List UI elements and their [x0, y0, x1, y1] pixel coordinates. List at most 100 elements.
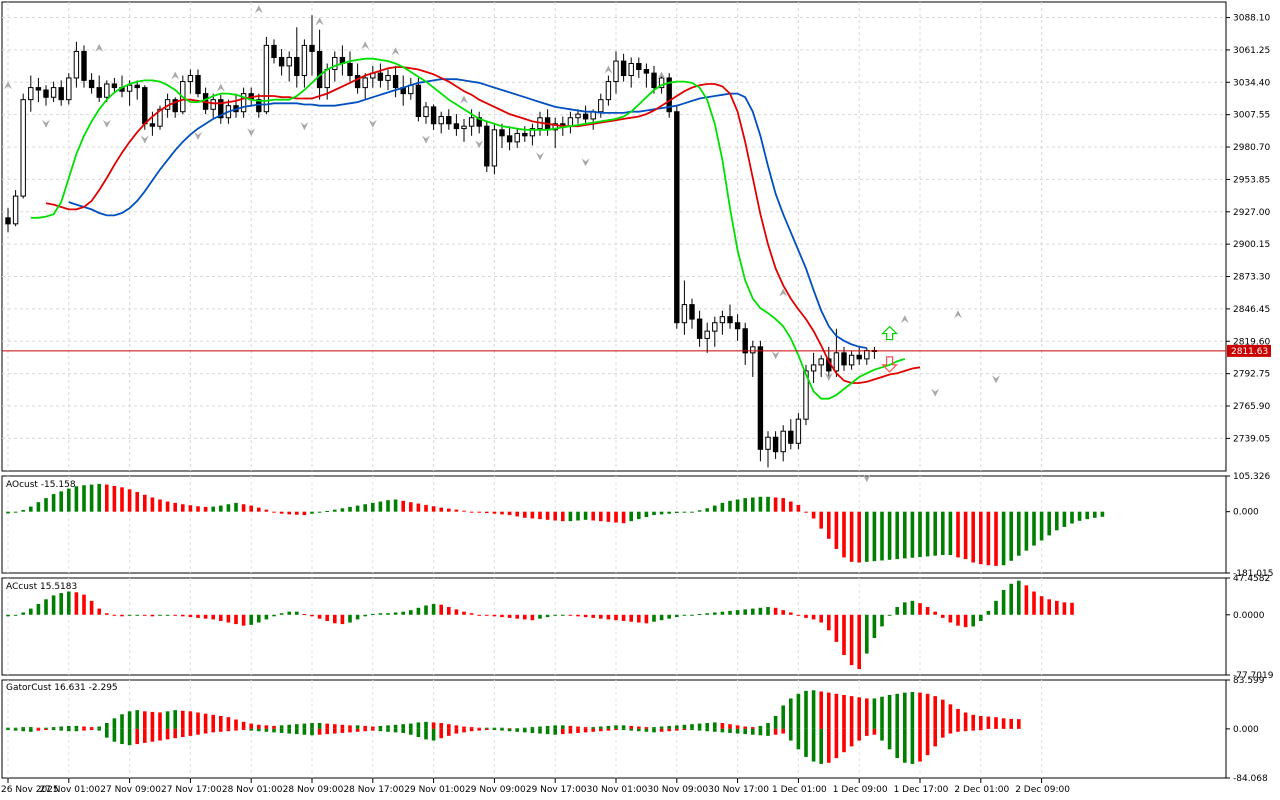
- ao-histogram-bar: [576, 511, 580, 521]
- ac-histogram-bar: [219, 614, 223, 621]
- ac-histogram-bar: [378, 613, 383, 615]
- ao-histogram-bar: [29, 506, 33, 512]
- gator-lower-bar: [804, 728, 808, 757]
- gator-upper-bar: [903, 692, 907, 729]
- fractal-down-marker: [931, 388, 940, 397]
- bear-candle: [788, 430, 794, 444]
- gator-upper-bar: [355, 725, 360, 729]
- fractal-down-marker: [475, 140, 484, 149]
- ac-histogram-bar: [89, 600, 94, 615]
- ac-histogram-bar: [29, 608, 33, 615]
- bull-candle: [66, 77, 72, 101]
- ac-histogram-bar: [6, 614, 10, 617]
- gator-upper-bar: [599, 726, 603, 729]
- gator-lower-bar: [112, 728, 117, 742]
- ao-histogram-bar: [272, 511, 276, 513]
- ao-histogram-bar: [994, 511, 998, 566]
- gator-lower-bar: [371, 728, 375, 731]
- gator-upper-bar: [705, 723, 709, 729]
- ac-histogram-bar: [789, 612, 793, 615]
- gator-upper-bar: [735, 725, 740, 729]
- gator-lower-bar: [842, 728, 846, 753]
- gator-upper-bar: [697, 723, 702, 729]
- gator-lower-bar: [500, 728, 504, 731]
- gator-lower-bar: [386, 728, 390, 732]
- ao-histogram-bar: [97, 483, 101, 512]
- ac-histogram-bar: [439, 604, 443, 615]
- ao-histogram-bar: [150, 497, 155, 512]
- ac-histogram-bar: [264, 614, 269, 620]
- ao-histogram-bar: [545, 511, 550, 520]
- gator-upper-bar: [979, 716, 983, 729]
- gator-lower-bar: [469, 728, 474, 732]
- ao-histogram-bar: [865, 511, 869, 562]
- ao-histogram-bar: [941, 511, 945, 556]
- bear-candle: [58, 87, 64, 101]
- ac-pane[interactable]: [6, 580, 1074, 670]
- ac-histogram-bar: [758, 607, 763, 615]
- bear-candle: [111, 83, 118, 89]
- ao-histogram-bar: [963, 511, 968, 560]
- gator-lower-bar: [310, 728, 314, 736]
- ao-histogram-bar: [1024, 511, 1029, 551]
- fractal-down-marker: [862, 474, 871, 483]
- bear-candle: [43, 89, 49, 98]
- gator-upper-bar: [963, 712, 968, 729]
- price-axis-label: 2792.75: [1233, 370, 1270, 380]
- gator-upper-bar: [834, 693, 839, 729]
- gator-lower-bar: [325, 728, 329, 735]
- gator-upper-bar: [371, 726, 375, 729]
- ac-histogram-bar: [310, 614, 314, 617]
- gator-lower-bar: [105, 728, 109, 738]
- ac-histogram-bar: [1032, 591, 1036, 615]
- gator-upper-bar: [439, 723, 443, 729]
- ao-histogram-bar: [637, 511, 641, 520]
- gator-lower-bar: [13, 728, 18, 731]
- gator-lower-bar: [181, 728, 185, 738]
- gator-upper-bar: [667, 725, 671, 729]
- gator-upper-bar: [530, 727, 535, 729]
- ac-histogram-bar: [857, 614, 861, 670]
- ac-histogram-bar: [568, 614, 573, 616]
- gator-upper-bar: [143, 711, 147, 729]
- bull-candle: [704, 330, 710, 339]
- ao-histogram-bar: [659, 511, 664, 515]
- price-pane[interactable]: [2, 5, 1226, 483]
- ac-histogram-bar: [842, 614, 846, 656]
- ao-histogram-bar: [401, 500, 405, 512]
- ao-histogram-bar: [1047, 511, 1051, 536]
- gator-upper-bar: [887, 694, 892, 729]
- gator-upper-bar: [6, 727, 10, 729]
- gator-lower-bar: [743, 728, 747, 735]
- gator-upper-bar: [431, 722, 436, 729]
- gator-lower-bar: [751, 728, 755, 735]
- ac-histogram-bar: [781, 610, 785, 615]
- gator-upper-bar: [234, 719, 238, 729]
- ac-histogram-bar: [941, 614, 945, 618]
- ac-histogram-bar: [614, 614, 618, 621]
- bear-candle: [35, 87, 42, 91]
- axis-labels: 3088.10 3061.25 3034.40 3007.55 2980.70 2953.…: [1, 14, 1274, 795]
- gator-lower-bar: [561, 728, 565, 735]
- price-axis-label: 2927.00: [1233, 208, 1270, 218]
- gator-lower-bar: [21, 728, 25, 732]
- gator-lower-bar: [257, 728, 261, 732]
- ac-histogram-bar: [713, 612, 717, 615]
- ao-histogram-bar: [44, 498, 48, 512]
- gator-upper-bar: [910, 692, 915, 729]
- grid-lines: [2, 2, 1226, 778]
- bear-candle: [643, 69, 650, 74]
- gator-lower-bar: [865, 728, 869, 736]
- gator-pane[interactable]: [6, 690, 1021, 764]
- gator-upper-bar: [621, 725, 626, 729]
- bear-candle: [582, 113, 589, 120]
- bear-candle: [294, 56, 300, 77]
- gator-lower-bar: [333, 728, 337, 734]
- gator-upper-bar: [652, 727, 656, 729]
- bear-candle: [5, 217, 11, 225]
- main-pane-frame: [1, 1, 1227, 472]
- ao-pane[interactable]: [6, 483, 1105, 566]
- bull-candle: [765, 436, 771, 450]
- ac-histogram-bar: [644, 614, 649, 624]
